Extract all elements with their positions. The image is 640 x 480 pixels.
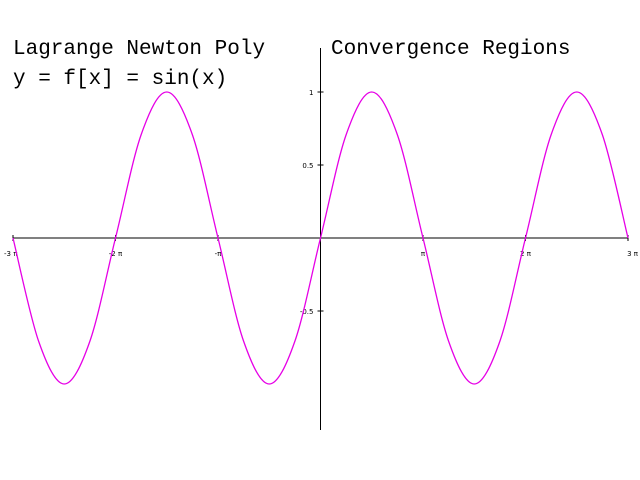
- x-tick-label: -3 π: [4, 250, 18, 258]
- y-tick-label: 0.5: [302, 162, 313, 170]
- x-tick-label: -π: [215, 250, 223, 258]
- y-tick-label: -0.5: [300, 308, 314, 316]
- y-tick-group: 1 0.5 -0.5: [300, 89, 324, 316]
- series-group: [12, 91, 629, 385]
- function-equation: y = f[x] = sin(x): [13, 68, 227, 91]
- chart-title-right: Convergence Regions: [331, 38, 570, 61]
- x-tick-label: π: [421, 250, 426, 258]
- y-tick-label: 1: [309, 89, 313, 97]
- x-tick-label: -2 π: [109, 250, 123, 258]
- x-tick-label: 3 π: [627, 250, 639, 258]
- chart-title-left: Lagrange Newton Poly: [13, 38, 265, 61]
- series-line-sin: [12, 91, 629, 385]
- x-tick-label: 2 π: [520, 250, 532, 258]
